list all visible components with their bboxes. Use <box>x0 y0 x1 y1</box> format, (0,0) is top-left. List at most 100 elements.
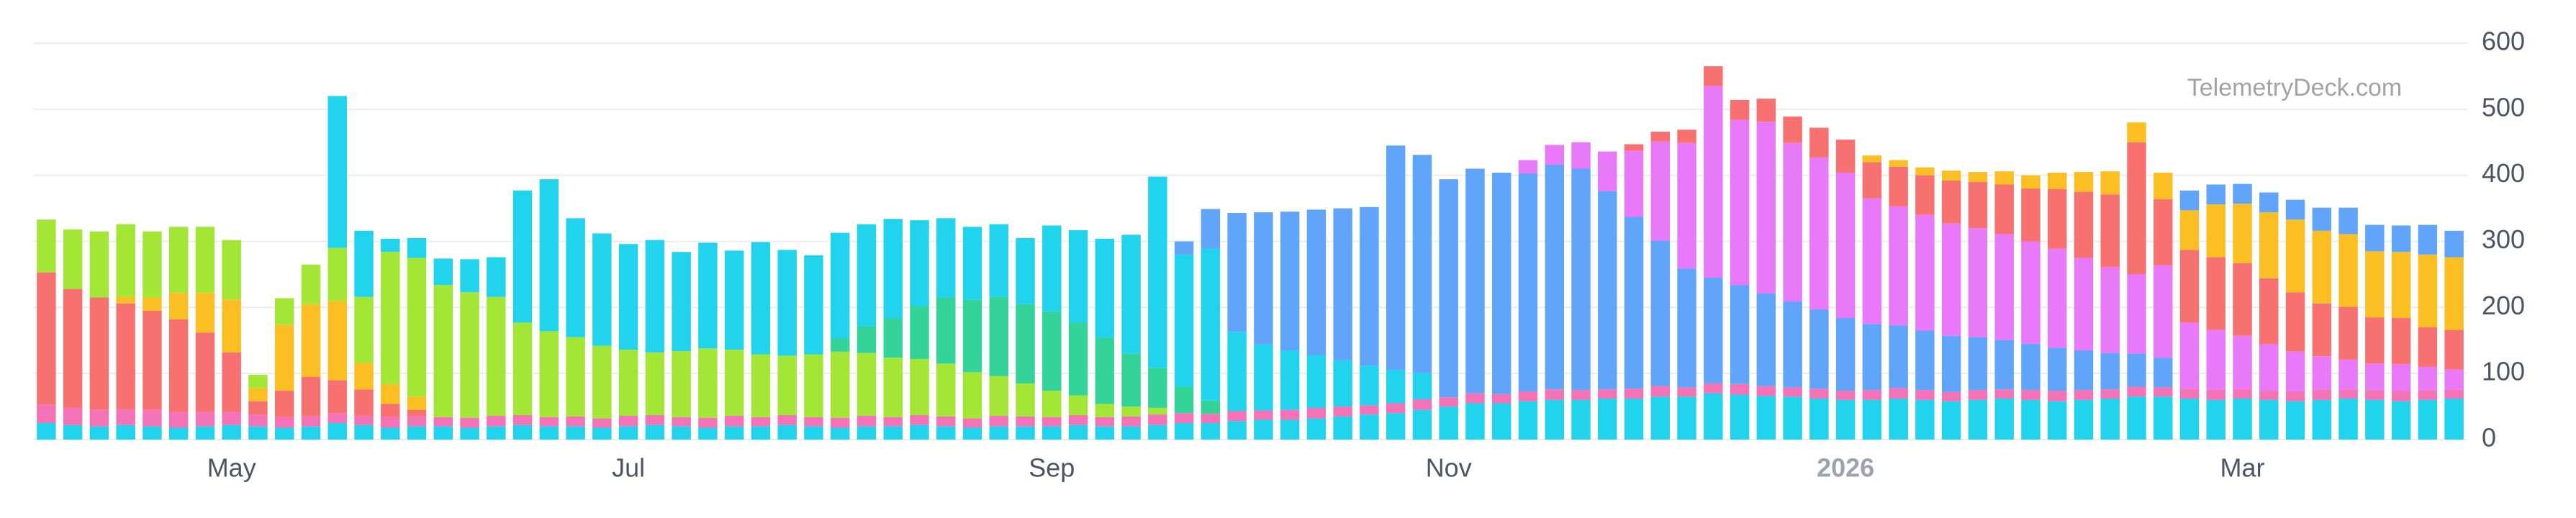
bar-segment <box>116 409 135 425</box>
bar-segment <box>1518 391 1538 401</box>
bar-segment <box>1227 421 1247 440</box>
bar-segment <box>2259 391 2279 400</box>
bar-segment <box>1704 383 1723 394</box>
bar-segment <box>2206 204 2226 258</box>
bar-segment <box>2127 142 2146 275</box>
bar-segment <box>2312 399 2332 440</box>
bar-segment <box>910 358 929 416</box>
bar-segment <box>936 363 956 417</box>
bar-segment <box>1730 285 1750 384</box>
labels: 0 100 200 300 400 500 600 May Jul Sep Nov 2026 Mar <box>207 27 2525 483</box>
bar-segment <box>1941 391 1961 401</box>
bar-segment <box>936 297 956 364</box>
bar-segment <box>618 244 638 350</box>
bar-segment <box>1809 127 1829 158</box>
bar-segment <box>962 418 982 428</box>
bar-segment <box>2100 399 2120 440</box>
bar-segment <box>1095 337 1115 404</box>
bar-segment <box>2285 391 2305 401</box>
bar-segment <box>407 258 427 397</box>
bar-segment <box>830 232 850 339</box>
bar-segment <box>460 417 479 428</box>
bar-segment <box>698 242 718 349</box>
bar-segment <box>433 417 453 427</box>
bar-segment <box>1360 206 1379 366</box>
bar-segment <box>830 427 850 440</box>
bar-segment <box>1889 206 1908 326</box>
bar-segment <box>1862 324 1882 391</box>
bar-segment <box>1121 426 1141 440</box>
bar-segment <box>2259 192 2279 213</box>
bar-segment <box>1862 198 1882 324</box>
bar-segment <box>1968 337 1988 391</box>
bar-segment <box>2206 184 2226 205</box>
bar-segment <box>381 383 400 404</box>
bar-segment <box>1465 168 1485 394</box>
bar-segment <box>2100 353 2120 390</box>
bar-segment <box>910 306 929 359</box>
bar-segment <box>1862 399 1882 440</box>
bar-segment <box>116 424 135 440</box>
bar-segment <box>1809 388 1829 399</box>
bar-segment <box>910 415 929 425</box>
bar-segment <box>1889 325 1908 388</box>
bar-segment <box>539 331 559 417</box>
bar-segment <box>1545 389 1564 400</box>
bar-segment <box>857 326 877 353</box>
bar-segment <box>512 322 533 416</box>
bar-segment <box>883 426 903 440</box>
bar-segment <box>433 285 453 417</box>
bar-segment <box>2233 335 2252 389</box>
bar-segment <box>1439 406 1458 440</box>
bar-segment <box>301 376 321 417</box>
bar-segment <box>2338 234 2358 307</box>
bar-segment <box>143 297 162 311</box>
bar-segment <box>618 415 638 427</box>
bar-segment <box>248 401 268 415</box>
bar-segment <box>1412 409 1432 440</box>
bar-segment <box>1730 119 1750 286</box>
bar-segment <box>2127 396 2146 440</box>
bar-segment <box>1598 399 1617 440</box>
bar-segment <box>1491 394 1511 404</box>
bar-segment <box>2100 171 2120 195</box>
bar-segment <box>1280 212 1300 351</box>
bar-segment <box>883 358 903 417</box>
bar-segment <box>1518 160 1538 173</box>
bar-segment <box>1306 407 1327 419</box>
bar-segment <box>1783 142 1802 302</box>
bar-segment <box>936 218 956 298</box>
bar-segment <box>407 416 427 427</box>
bar-segment <box>1677 387 1696 397</box>
bar-segment <box>1835 172 1856 319</box>
bar-segment <box>1174 423 1194 440</box>
bar-segment <box>407 426 427 440</box>
bar-segment <box>1254 344 1273 411</box>
bar-segment <box>274 391 294 417</box>
bar-segment <box>962 427 982 440</box>
bar-segment <box>1704 278 1723 383</box>
bar-segment <box>1121 235 1141 354</box>
bar-segment <box>2074 399 2094 440</box>
bar-segment <box>1016 304 1035 383</box>
bar-segment <box>2338 399 2358 440</box>
bar-segment <box>1360 405 1379 415</box>
bar-segment <box>1333 360 1352 407</box>
bar-segment <box>2338 359 2358 390</box>
bar-segment <box>751 417 771 427</box>
bar-segment <box>301 264 321 304</box>
bar-segment <box>645 352 665 416</box>
bar-segment <box>354 415 374 425</box>
bar-segment <box>2127 122 2146 142</box>
bar-segment <box>1016 426 1035 440</box>
bar-segment <box>2233 204 2252 263</box>
bar-segment <box>89 409 109 427</box>
bar-segment <box>2285 351 2305 391</box>
bar-segment <box>222 424 241 440</box>
bar-segment <box>1068 230 1088 323</box>
bar-segment <box>830 338 850 352</box>
bar-segment <box>1465 403 1485 440</box>
bar-segment <box>830 417 850 428</box>
bar-segment <box>1148 424 1167 440</box>
bar-segment <box>487 257 506 297</box>
